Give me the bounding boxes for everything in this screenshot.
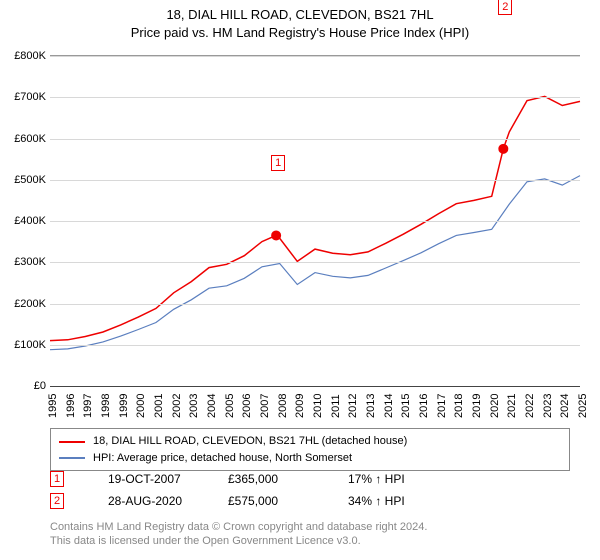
sale-price: £365,000 xyxy=(228,472,308,486)
x-axis-label: 2021 xyxy=(506,394,518,418)
x-axis-label: 2019 xyxy=(471,394,483,418)
x-axis-label: 2006 xyxy=(241,394,253,418)
sale-date: 28-AUG-2020 xyxy=(108,494,188,508)
gridline xyxy=(50,97,580,98)
y-axis-label: £400K xyxy=(1,215,46,227)
table-row: 1 19-OCT-2007 £365,000 17% ↑ HPI xyxy=(50,468,428,490)
gridline xyxy=(50,139,580,140)
x-axis-label: 2001 xyxy=(153,394,165,418)
x-axis-label: 1997 xyxy=(82,394,94,418)
y-axis-label: £0 xyxy=(1,380,46,392)
sale-date: 19-OCT-2007 xyxy=(108,472,188,486)
x-axis-label: 2011 xyxy=(330,394,342,418)
y-axis-label: £800K xyxy=(1,50,46,62)
sale-marker-dot xyxy=(499,144,508,153)
legend-label: HPI: Average price, detached house, Nort… xyxy=(93,450,352,467)
title-line2: Price paid vs. HM Land Registry's House … xyxy=(0,24,600,42)
x-axis-label: 2017 xyxy=(436,394,448,418)
y-axis-label: £100K xyxy=(1,339,46,351)
footer-line2: This data is licensed under the Open Gov… xyxy=(50,534,427,548)
x-axis-label: 2007 xyxy=(259,394,271,418)
sale-marker-id: 2 xyxy=(50,493,64,509)
y-axis-label: £700K xyxy=(1,91,46,103)
x-axis-label: 2024 xyxy=(559,394,571,418)
x-axis-label: 1995 xyxy=(47,394,59,418)
x-axis-label: 2003 xyxy=(188,394,200,418)
x-axis-label: 2016 xyxy=(418,394,430,418)
y-axis-label: £300K xyxy=(1,256,46,268)
sale-marker-callout: 1 xyxy=(271,155,285,171)
x-axis-label: 2000 xyxy=(135,394,147,418)
sale-marker-id: 1 xyxy=(50,471,64,487)
x-axis-label: 2004 xyxy=(206,394,218,418)
sale-delta: 17% ↑ HPI xyxy=(348,472,428,486)
gridline xyxy=(50,221,580,222)
sale-marker-dot xyxy=(272,231,281,240)
x-axis-label: 2018 xyxy=(453,394,465,418)
gridline xyxy=(50,262,580,263)
footer-attribution: Contains HM Land Registry data © Crown c… xyxy=(50,520,427,549)
y-axis-label: £600K xyxy=(1,133,46,145)
x-axis-label: 1999 xyxy=(118,394,130,418)
x-axis-label: 1996 xyxy=(65,394,77,418)
legend-swatch xyxy=(59,457,85,459)
x-axis-label: 2013 xyxy=(365,394,377,418)
x-axis-label: 2020 xyxy=(489,394,501,418)
x-axis-label: 2009 xyxy=(294,394,306,418)
gridline xyxy=(50,304,580,305)
sale-price: £575,000 xyxy=(228,494,308,508)
x-axis-label: 2002 xyxy=(171,394,183,418)
footer-line1: Contains HM Land Registry data © Crown c… xyxy=(50,520,427,534)
sale-delta: 34% ↑ HPI xyxy=(348,494,428,508)
x-axis-label: 2008 xyxy=(277,394,289,418)
sales-table: 1 19-OCT-2007 £365,000 17% ↑ HPI 2 28-AU… xyxy=(50,468,428,512)
plot-area: £0£100K£200K£300K£400K£500K£600K£700K£80… xyxy=(50,55,580,387)
gridline xyxy=(50,345,580,346)
y-axis-label: £200K xyxy=(1,298,46,310)
legend: 18, DIAL HILL ROAD, CLEVEDON, BS21 7HL (… xyxy=(50,428,570,471)
x-axis-label: 2014 xyxy=(383,394,395,418)
legend-item: 18, DIAL HILL ROAD, CLEVEDON, BS21 7HL (… xyxy=(59,433,561,450)
y-axis-label: £500K xyxy=(1,174,46,186)
x-axis-label: 2010 xyxy=(312,394,324,418)
chart-container: 18, DIAL HILL ROAD, CLEVEDON, BS21 7HL P… xyxy=(0,0,600,560)
x-axis-label: 2025 xyxy=(577,394,589,418)
x-axis-label: 1998 xyxy=(100,394,112,418)
x-axis-label: 2005 xyxy=(224,394,236,418)
x-axis-label: 2015 xyxy=(400,394,412,418)
legend-swatch xyxy=(59,441,85,443)
table-row: 2 28-AUG-2020 £575,000 34% ↑ HPI xyxy=(50,490,428,512)
x-axis-label: 2012 xyxy=(347,394,359,418)
gridline xyxy=(50,56,580,57)
x-axis-label: 2023 xyxy=(542,394,554,418)
x-axis-label: 2022 xyxy=(524,394,536,418)
gridline xyxy=(50,180,580,181)
sale-marker-callout: 2 xyxy=(498,0,512,15)
legend-label: 18, DIAL HILL ROAD, CLEVEDON, BS21 7HL (… xyxy=(93,433,407,450)
legend-item: HPI: Average price, detached house, Nort… xyxy=(59,450,561,467)
